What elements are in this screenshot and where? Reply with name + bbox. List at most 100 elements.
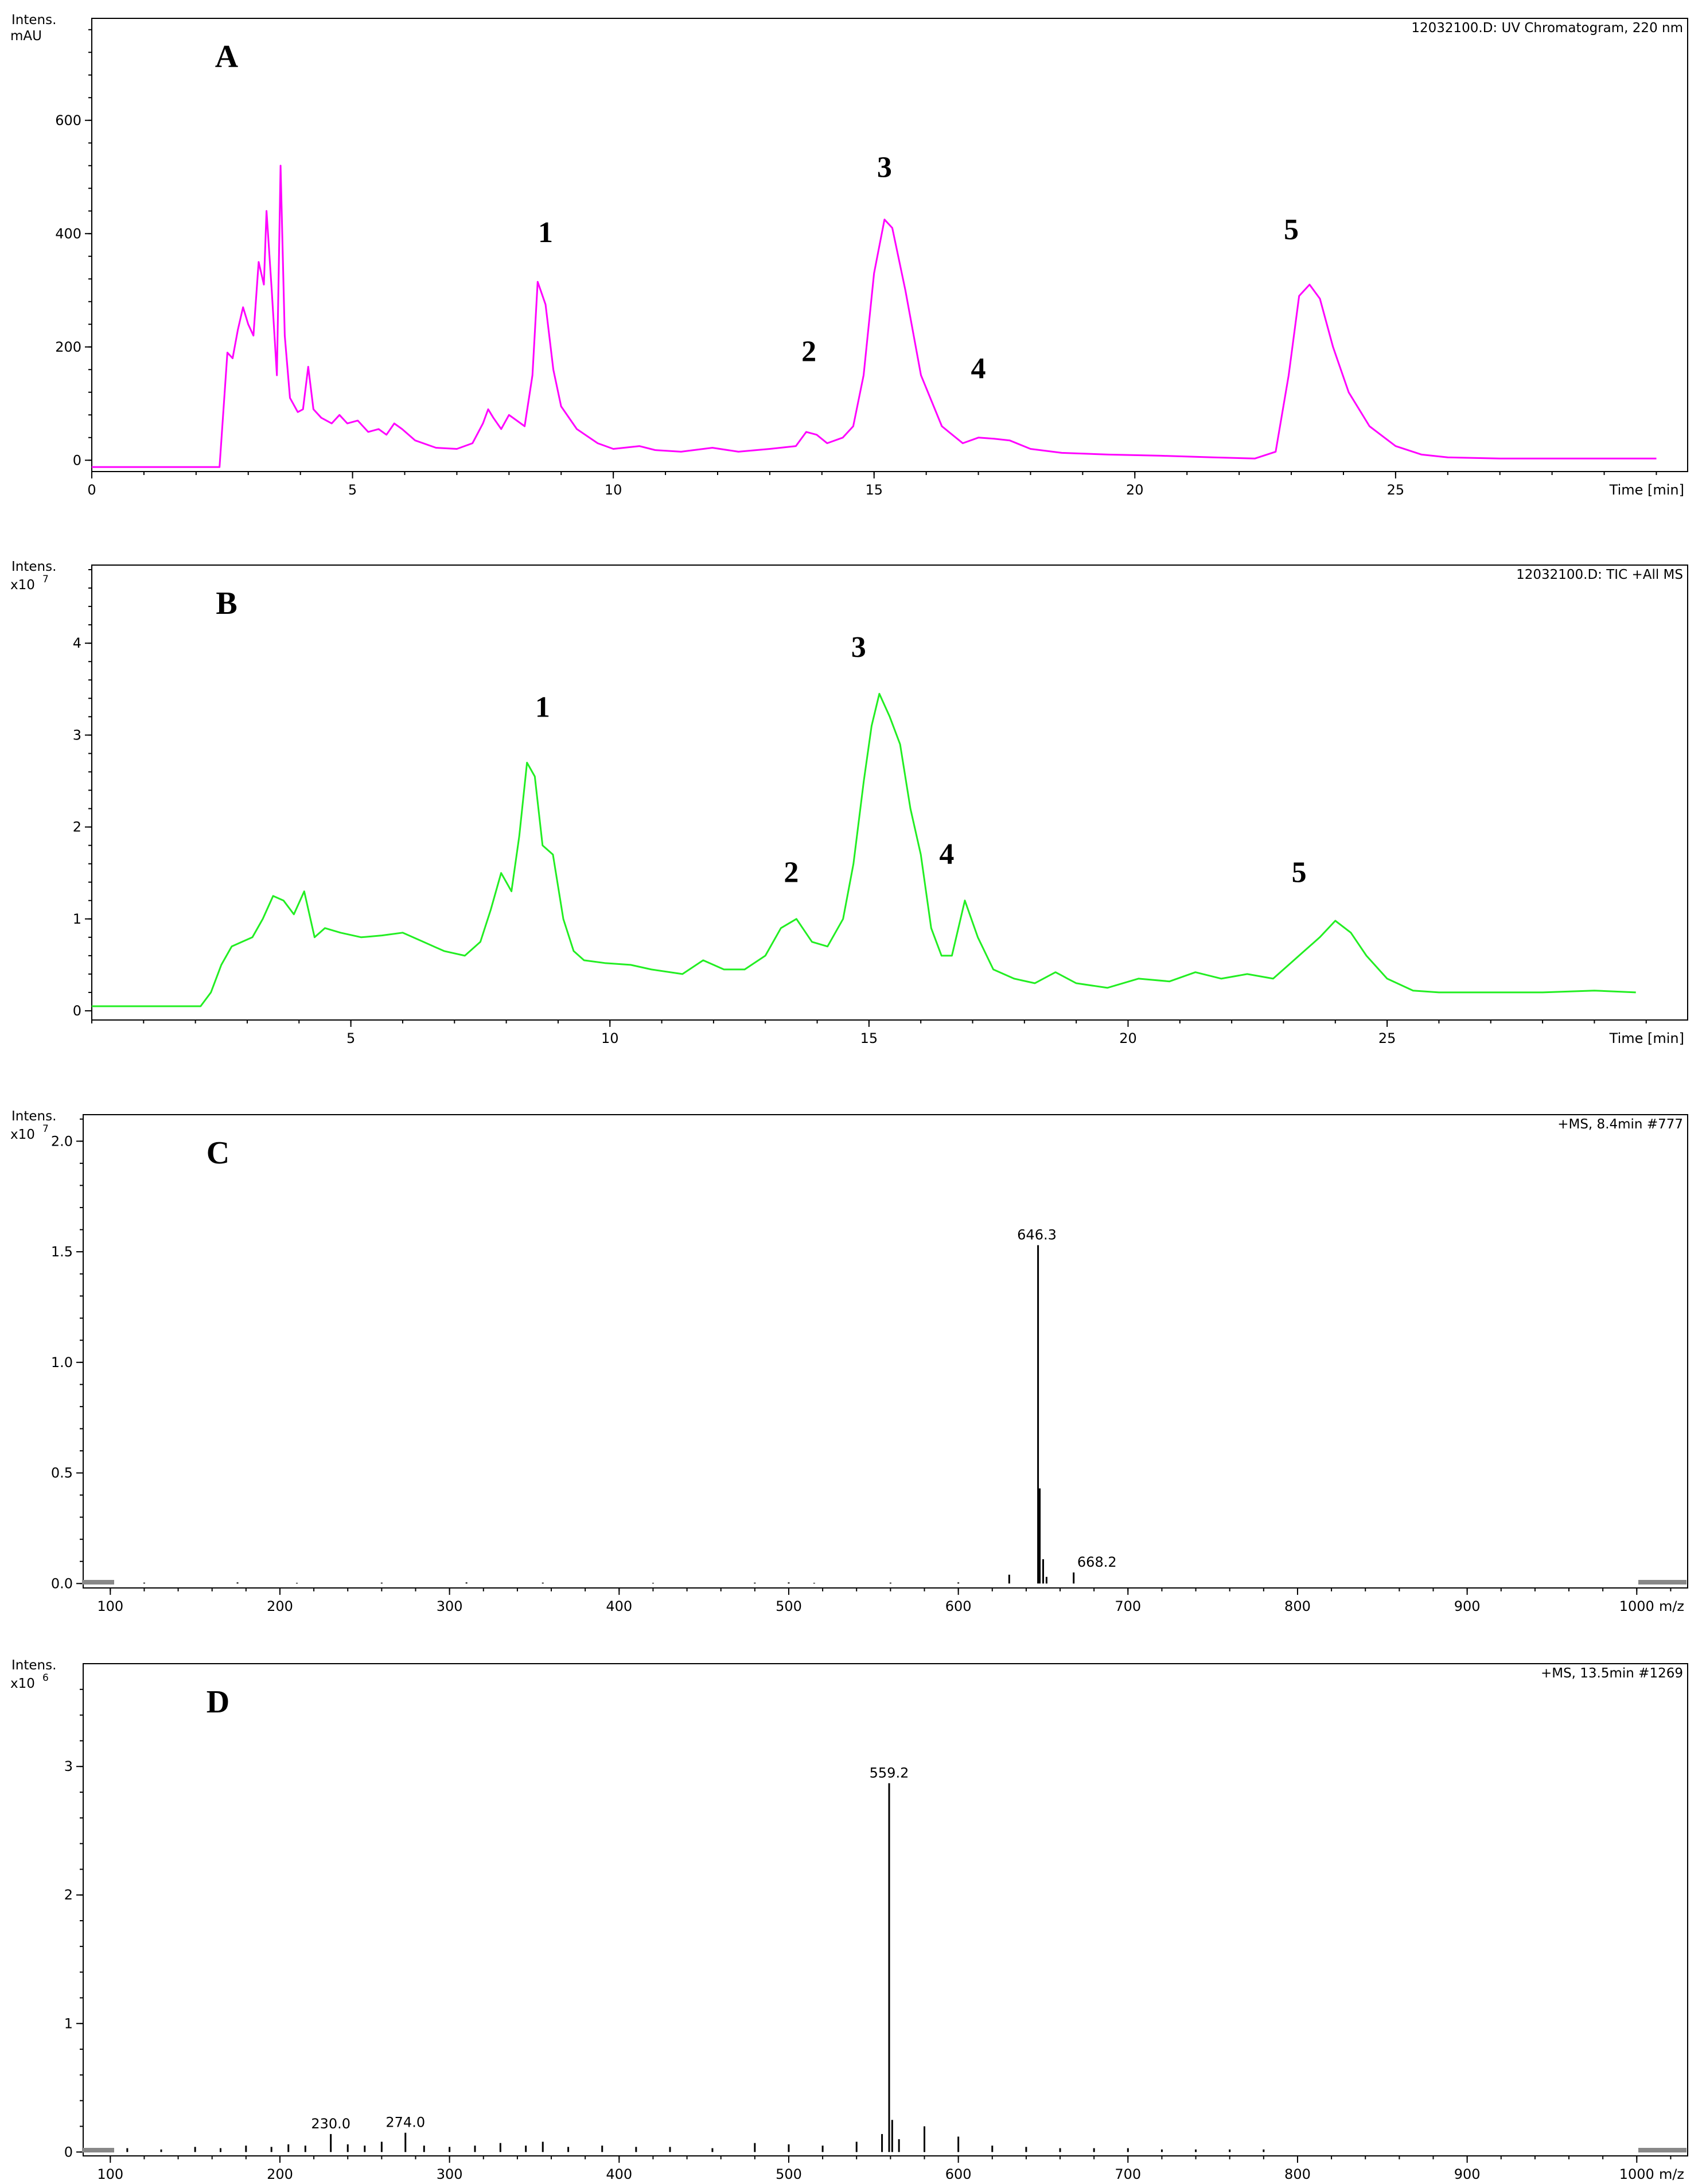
y-axis-title: Intens. (11, 559, 56, 574)
peak-label-1: 1 (538, 216, 553, 249)
y-axis-exponent: 7 (42, 1123, 49, 1135)
chart-info-text: 12032100.D: UV Chromatogram, 220 nm (1411, 21, 1683, 36)
y-tick-label: 1 (73, 911, 81, 927)
peak-label-3: 3 (877, 151, 892, 184)
peak-mz-label: 646.3 (1017, 1227, 1057, 1243)
peak-label-4: 4 (939, 838, 954, 871)
peak-label-5: 5 (1284, 213, 1299, 246)
y-axis-title: Intens. (11, 1109, 56, 1124)
x-tick-label: 1000 (1619, 1598, 1654, 1614)
y-tick-label: 1.0 (51, 1354, 73, 1371)
y-tick-label: 600 (55, 112, 81, 129)
x-tick-label: 800 (1284, 2166, 1311, 2182)
chart-info-text: +MS, 8.4min #777 (1557, 1117, 1683, 1132)
y-tick-label: 3 (64, 1758, 73, 1774)
x-tick-label: 500 (776, 1598, 802, 1614)
y-axis-title: Intens. (11, 1658, 56, 1673)
x-tick-label: 300 (437, 1598, 463, 1614)
y-tick-label: 2 (73, 819, 81, 835)
x-tick-label: 15 (865, 482, 883, 498)
y-tick-label: 0 (64, 2144, 73, 2160)
y-axis-exponent: 6 (42, 1672, 49, 1684)
peak-label-1: 1 (535, 691, 550, 723)
y-tick-label: 1.5 (51, 1244, 73, 1260)
panel-letter: B (216, 586, 237, 621)
peak-mz-label: 274.0 (385, 2115, 425, 2131)
x-tick-label: 400 (606, 2166, 632, 2182)
plot-frame (83, 1114, 1688, 1589)
x-tick-label: 200 (267, 1598, 293, 1614)
peak-label-3: 3 (851, 631, 866, 664)
x-tick-label: 300 (437, 2166, 463, 2182)
x-tick-label: 700 (1115, 1598, 1141, 1614)
y-tick-label: 2.0 (51, 1133, 73, 1149)
y-axis-multiplier: x10 (10, 1676, 35, 1691)
y-tick-label: 4 (73, 635, 81, 651)
peak-mz-label: 230.0 (311, 2116, 350, 2132)
x-tick-label: 20 (1119, 1030, 1137, 1046)
y-axis-exponent: 7 (42, 574, 49, 585)
y-tick-label: 0.5 (51, 1465, 73, 1481)
zoom-handle-left[interactable] (82, 2148, 114, 2152)
y-tick-label: 400 (55, 225, 81, 242)
peak-mz-label: 559.2 (870, 1765, 909, 1781)
x-tick-label: 100 (97, 1598, 123, 1614)
x-tick-label: 10 (605, 482, 622, 498)
x-tick-label: 700 (1115, 2166, 1141, 2182)
zoom-handle-right[interactable] (1638, 2148, 1686, 2152)
x-tick-label: 1000 (1619, 2166, 1654, 2182)
x-tick-label: 600 (945, 1598, 972, 1614)
plot-frame (83, 1663, 1688, 2156)
panel-c-mass-spectrum: Intens. x10 7 +MS, 8.4min #777 C 0.0 0.5 1.0 1.5… (10, 1109, 1688, 1614)
peak-label-4: 4 (971, 352, 986, 385)
x-tick-label: 900 (1454, 2166, 1481, 2182)
x-axis-label: m/z (1659, 2166, 1684, 2182)
y-tick-label: 2 (64, 1887, 73, 1903)
panel-letter: A (215, 39, 239, 75)
x-tick-label: 5 (348, 482, 357, 498)
peak-mz-label: 668.2 (1077, 1554, 1117, 1570)
x-axis-label: m/z (1659, 1598, 1684, 1614)
x-tick-label: 10 (601, 1030, 619, 1046)
x-tick-label: 100 (97, 2166, 123, 2182)
x-tick-label: 15 (860, 1030, 878, 1046)
plot-frame (91, 18, 1688, 472)
x-tick-label: 0 (87, 482, 96, 498)
y-tick-label: 0 (73, 1003, 81, 1019)
y-axis-multiplier: x10 (10, 1127, 35, 1142)
y-tick-label: 3 (73, 727, 81, 743)
x-tick-label: 900 (1454, 1598, 1481, 1614)
x-tick-label: 25 (1387, 482, 1405, 498)
plot-frame (91, 565, 1688, 1021)
x-tick-label: 600 (945, 2166, 972, 2182)
peak-label-2: 2 (801, 335, 816, 368)
panel-letter: D (207, 1684, 229, 1720)
peak-label-2: 2 (784, 857, 799, 889)
y-axis-unit: mAU (10, 29, 42, 44)
zoom-handle-right[interactable] (1638, 1580, 1686, 1585)
x-tick-label: 25 (1378, 1030, 1396, 1046)
zoom-handle-left[interactable] (82, 1580, 114, 1585)
y-tick-label: 1 (64, 2015, 73, 2031)
x-tick-label: 20 (1126, 482, 1144, 498)
y-tick-label: 200 (55, 339, 81, 355)
panel-a-uv-chromatogram: Intens.mAU 12032100.D: UV Chromatogram, 2… (10, 13, 1688, 498)
x-axis-label: Time [min] (1609, 482, 1684, 498)
x-tick-label: 200 (267, 2166, 293, 2182)
panel-d-mass-spectrum: Intens. x10 6 +MS, 13.5min #1269 D 0 1 2 3 100 200… (10, 1658, 1688, 2182)
y-tick-label: 0.0 (51, 1575, 73, 1591)
chromatogram-trace (92, 165, 1657, 468)
x-axis-label: Time [min] (1609, 1030, 1684, 1046)
x-tick-label: 5 (346, 1030, 355, 1046)
panel-letter: C (207, 1135, 229, 1171)
y-axis-multiplier: x10 (10, 578, 35, 593)
chart-info-text: 12032100.D: TIC +All MS (1516, 567, 1683, 582)
x-tick-label: 400 (606, 1598, 632, 1614)
panel-b-tic-chromatogram: Intens. x10 7 12032100.D: TIC +All MS B 0 1 2 3 4… (10, 559, 1688, 1046)
y-axis-title: Intens. (11, 13, 56, 28)
x-tick-label: 500 (776, 2166, 802, 2182)
peak-label-5: 5 (1292, 857, 1307, 889)
y-tick-label: 0 (73, 452, 81, 468)
x-tick-label: 800 (1284, 1598, 1311, 1614)
